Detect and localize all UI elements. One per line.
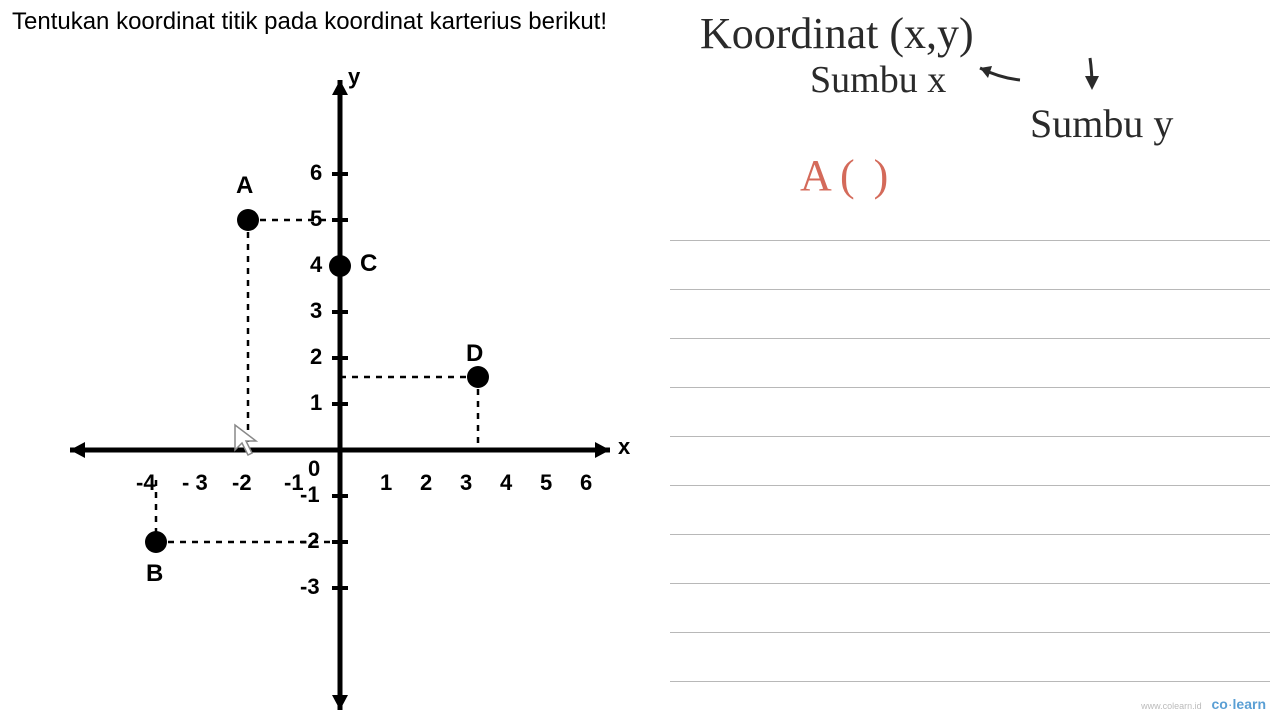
- note-arrows-svg: [670, 0, 1280, 230]
- watermark-brand-learn: learn: [1233, 696, 1266, 712]
- ytick-label-6: 6: [310, 160, 322, 186]
- xtick-label-4: 4: [500, 470, 512, 496]
- ruled-line: [670, 534, 1270, 535]
- xtick-label-n2: -2: [232, 470, 252, 496]
- arrow-y-head: [1085, 76, 1099, 90]
- xtick-label-2: 2: [420, 470, 432, 496]
- origin-label: 0: [308, 456, 320, 482]
- ruled-line: [670, 632, 1270, 633]
- ruled-line: [670, 436, 1270, 437]
- x-axis-arrow-right: [595, 442, 610, 458]
- ruled-line: [670, 387, 1270, 388]
- ruled-line: [670, 338, 1270, 339]
- x-axis-label: x: [618, 434, 630, 460]
- ruled-line: [670, 485, 1270, 486]
- point-D: [467, 366, 489, 388]
- point-B: [145, 531, 167, 553]
- ytick-label-n3: -3: [300, 574, 320, 600]
- ytick-label-n2: -2: [300, 528, 320, 554]
- y-axis-label: y: [348, 64, 360, 90]
- xtick-label-3: 3: [460, 470, 472, 496]
- xtick-label-n1: -1: [284, 470, 304, 496]
- note-A: A: [800, 150, 832, 201]
- ytick-label-3: 3: [310, 298, 322, 324]
- note-sumbu-y: Sumbu y: [1030, 100, 1173, 147]
- xtick-label-n3: - 3: [182, 470, 208, 496]
- point-C: [329, 255, 351, 277]
- point-B-label: B: [146, 560, 163, 588]
- xtick-label-1: 1: [380, 470, 392, 496]
- ruled-line: [670, 681, 1270, 682]
- note-A-paren: ( ): [840, 150, 892, 201]
- point-C-label: C: [360, 250, 377, 278]
- notes-panel: Koordinat (x,y) Sumbu x Sumbu y A ( ): [670, 0, 1280, 720]
- chart-svg: [40, 50, 660, 720]
- xtick-label-5: 5: [540, 470, 552, 496]
- note-sumbu-x: Sumbu x: [810, 58, 946, 102]
- watermark-brand-co: co: [1212, 696, 1228, 712]
- xtick-label-n4: -4: [136, 470, 156, 496]
- ytick-label-2: 2: [310, 344, 322, 370]
- cartesian-chart: y x 6 5 4 3 2 1 0 -1 -2 -3 -4 - 3 -2 -1 …: [40, 50, 660, 720]
- question-text: Tentukan koordinat titik pada koordinat …: [12, 8, 607, 36]
- ruled-line: [670, 240, 1270, 241]
- xtick-label-6: 6: [580, 470, 592, 496]
- point-A: [237, 209, 259, 231]
- ruled-line: [670, 289, 1270, 290]
- y-axis-arrow-up: [332, 80, 348, 95]
- point-D-label: D: [466, 340, 483, 368]
- ytick-label-1: 1: [310, 390, 322, 416]
- ytick-label-5: 5: [310, 206, 322, 232]
- ytick-label-4: 4: [310, 252, 322, 278]
- y-axis-arrow-down: [332, 695, 348, 710]
- ruled-line: [670, 583, 1270, 584]
- watermark-url: www.colearn.id: [1141, 701, 1202, 711]
- point-A-label: A: [236, 172, 253, 200]
- x-axis-arrow-left: [70, 442, 85, 458]
- watermark: www.colearn.id co·learn: [1141, 696, 1266, 712]
